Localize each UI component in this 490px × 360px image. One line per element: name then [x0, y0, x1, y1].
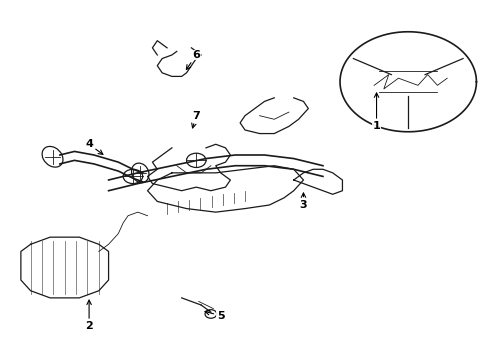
Text: 6: 6 — [186, 50, 200, 69]
Text: 5: 5 — [205, 310, 224, 321]
Text: 1: 1 — [373, 93, 380, 131]
Text: 3: 3 — [300, 193, 307, 210]
Text: 2: 2 — [85, 300, 93, 332]
Text: 7: 7 — [192, 111, 200, 128]
Text: 4: 4 — [85, 139, 103, 154]
